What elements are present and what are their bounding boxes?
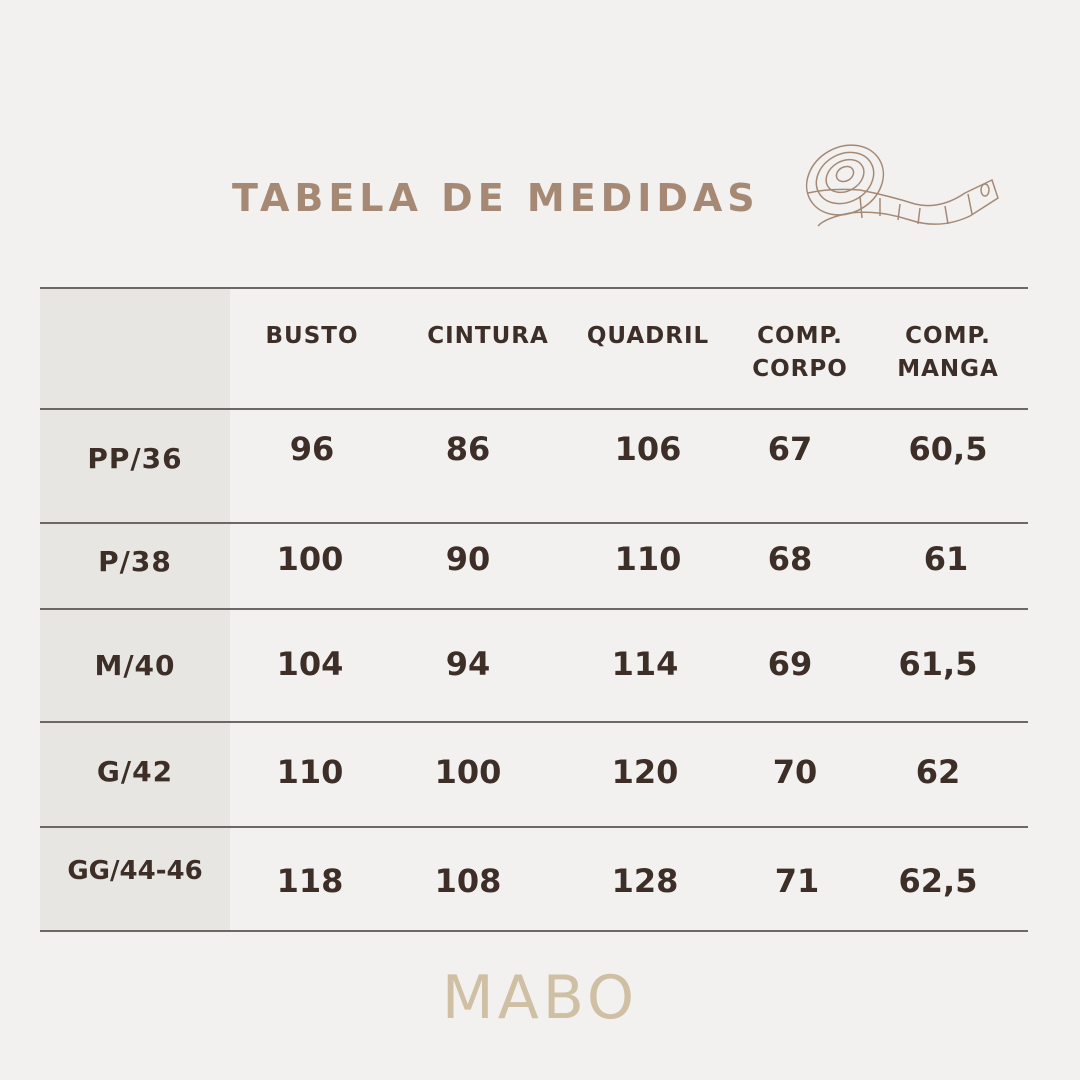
cell: 61 (923, 540, 969, 578)
cell: 90 (445, 540, 491, 578)
cell: 128 (611, 862, 679, 900)
size-label-column (40, 289, 230, 931)
page-title: TABELA DE MEDIDAS (232, 176, 760, 220)
divider (40, 408, 1028, 410)
cell: 120 (611, 753, 679, 791)
cell: 86 (445, 430, 491, 468)
cell: 60,5 (908, 430, 988, 468)
brand-logo: MABO (441, 963, 639, 1033)
cell: 100 (434, 753, 502, 791)
cell: 62,5 (898, 862, 978, 900)
cell: 69 (767, 645, 813, 683)
header-busto: BUSTO (265, 323, 359, 349)
cell: 67 (767, 430, 813, 468)
cell: 118 (276, 862, 344, 900)
divider (40, 826, 1028, 828)
size-label: M/40 (94, 649, 176, 682)
cell: 94 (445, 645, 491, 683)
divider (40, 930, 1028, 932)
cell: 71 (774, 862, 820, 900)
divider (40, 721, 1028, 723)
cell: 104 (276, 645, 344, 683)
measuring-tape-icon (805, 144, 999, 227)
cell: 70 (772, 753, 818, 791)
size-label: P/38 (98, 545, 172, 578)
header-comp-manga: COMP. MANGA (897, 323, 999, 382)
cell: 114 (611, 645, 679, 683)
cell: 110 (276, 753, 344, 791)
header-quadril: QUADRIL (586, 323, 710, 349)
divider (40, 287, 1028, 289)
size-label: GG/44-46 (67, 856, 203, 886)
cell: 106 (614, 430, 682, 468)
divider (40, 608, 1028, 610)
header-comp-corpo: COMP. CORPO (752, 323, 848, 382)
cell: 61,5 (898, 645, 978, 683)
header-cintura: CINTURA (427, 323, 549, 349)
cell: 68 (767, 540, 813, 578)
cell: 62 (915, 753, 961, 791)
cell: 110 (614, 540, 682, 578)
cell: 100 (276, 540, 344, 578)
cell: 96 (289, 430, 335, 468)
size-label: G/42 (96, 755, 174, 788)
size-label: PP/36 (87, 442, 183, 475)
divider (40, 522, 1028, 524)
cell: 108 (434, 862, 502, 900)
